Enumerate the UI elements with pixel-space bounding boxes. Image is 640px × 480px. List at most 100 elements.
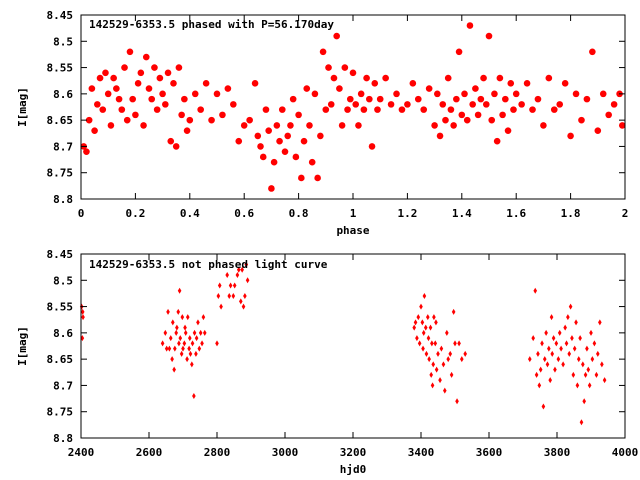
data-point	[181, 95, 188, 103]
data-point	[474, 111, 482, 119]
data-point	[434, 366, 439, 373]
data-point	[208, 116, 215, 124]
data-point	[219, 111, 226, 119]
data-point	[502, 95, 509, 103]
data-point	[336, 85, 343, 92]
scatter-points	[79, 261, 607, 426]
data-point	[567, 350, 572, 357]
data-point	[463, 350, 467, 357]
data-point	[466, 22, 474, 29]
x-tick-label: 0.4	[180, 207, 200, 220]
data-point	[80, 308, 85, 315]
data-point	[441, 361, 446, 368]
data-point	[540, 122, 547, 129]
data-point	[420, 319, 425, 326]
data-point	[360, 106, 368, 113]
data-point	[439, 345, 444, 352]
data-point	[504, 127, 512, 134]
data-point	[183, 329, 188, 336]
x-tick-label: 4000	[612, 446, 639, 459]
x-tick-label: 1.2	[397, 207, 417, 220]
data-point	[491, 90, 498, 98]
data-point	[287, 122, 294, 129]
data-point	[550, 350, 555, 357]
data-point	[455, 398, 459, 405]
x-tick-label: 2600	[136, 446, 163, 459]
data-point	[306, 122, 313, 129]
data-point	[542, 356, 547, 363]
data-point	[166, 308, 170, 315]
data-point	[579, 419, 584, 426]
data-point	[575, 382, 580, 389]
data-point	[327, 101, 335, 108]
data-point	[599, 90, 607, 98]
data-point	[415, 335, 419, 342]
data-point	[572, 90, 580, 98]
data-point	[245, 277, 250, 284]
data-point	[427, 356, 431, 363]
data-point	[561, 361, 565, 368]
data-point	[187, 345, 191, 352]
data-point	[374, 106, 381, 113]
y-tick-label: 8.7	[53, 140, 73, 153]
x-tick-label: 1.4	[452, 207, 472, 220]
data-point	[424, 350, 429, 357]
data-point	[548, 377, 552, 384]
data-point	[445, 329, 449, 336]
data-point	[201, 314, 206, 321]
data-point	[262, 106, 270, 113]
data-point	[178, 335, 183, 342]
data-point	[241, 303, 246, 310]
data-point	[94, 101, 101, 108]
y-tick-label: 8.75	[47, 406, 74, 419]
data-point	[190, 361, 194, 368]
data-point	[571, 371, 576, 378]
data-point	[284, 132, 292, 140]
data-point	[534, 371, 539, 378]
data-point	[553, 366, 557, 373]
data-point	[592, 340, 597, 347]
data-point	[510, 106, 517, 113]
data-point	[417, 340, 422, 347]
data-point	[453, 95, 460, 103]
data-point	[197, 106, 204, 113]
data-point	[102, 69, 109, 77]
data-point	[341, 64, 349, 71]
x-tick-label: 0.2	[125, 207, 145, 220]
phased-light-curve-panel: 8.458.58.558.68.658.78.758.8 0 0.2 0.4 0.6 0…	[16, 9, 628, 237]
data-point	[137, 69, 145, 77]
data-point	[596, 350, 600, 357]
data-point	[215, 340, 219, 347]
data-point	[463, 116, 471, 124]
data-point	[91, 127, 98, 134]
data-point	[172, 143, 180, 150]
data-point	[590, 356, 595, 363]
data-point	[115, 95, 123, 103]
data-point	[602, 377, 607, 384]
x-ticks: 0 0.2 0.4 0.6 0.8 1 1.2 1.4 1.6 1.8 2	[78, 15, 628, 220]
data-point	[164, 69, 172, 77]
data-point	[449, 371, 454, 378]
data-point	[583, 371, 588, 378]
data-point	[289, 95, 297, 103]
data-point	[224, 85, 232, 92]
x-tick-label: 3800	[544, 446, 571, 459]
y-ticks: 8.45 8.5 8.55 8.6 8.65 8.7 8.75 8.8	[47, 248, 625, 445]
data-point	[425, 85, 433, 92]
data-point	[550, 106, 558, 113]
data-point	[196, 319, 200, 326]
data-point	[529, 106, 536, 113]
data-point	[556, 356, 561, 363]
data-point	[121, 64, 128, 71]
data-point	[319, 48, 327, 56]
data-point	[134, 80, 142, 87]
x-tick-label: 2400	[68, 446, 95, 459]
plot-title: 142529-6353.5 not phased light curve	[89, 258, 328, 271]
data-point	[325, 64, 332, 71]
data-point	[393, 90, 400, 98]
data-point	[194, 335, 199, 342]
data-point	[126, 48, 134, 56]
data-point	[179, 350, 184, 357]
data-point	[217, 282, 222, 289]
